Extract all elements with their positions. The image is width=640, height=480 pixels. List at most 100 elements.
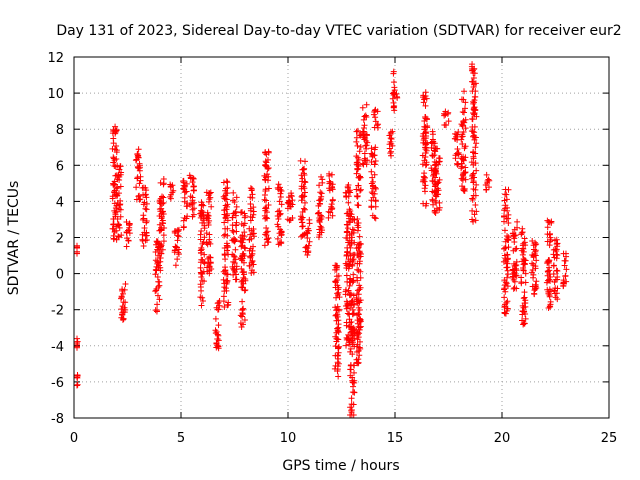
data-point: [229, 263, 236, 270]
data-point: [347, 302, 354, 309]
data-point: [240, 259, 247, 266]
data-point: [470, 192, 477, 199]
data-point: [142, 184, 149, 191]
data-point: [335, 284, 342, 291]
data-point: [500, 258, 507, 265]
data-point: [462, 125, 469, 132]
data-point: [344, 225, 351, 232]
data-point: [334, 359, 341, 366]
data-point: [504, 260, 511, 267]
data-point: [239, 306, 246, 313]
data-point: [458, 121, 465, 128]
data-point: [200, 202, 207, 209]
data-point: [306, 216, 313, 223]
data-point: [390, 70, 397, 77]
data-point: [387, 135, 394, 142]
data-point: [335, 329, 342, 336]
data-point: [368, 158, 375, 165]
data-point: [156, 221, 163, 228]
data-point: [371, 171, 378, 178]
data-point: [115, 221, 122, 228]
data-point: [332, 352, 339, 359]
data-point: [422, 146, 429, 153]
grid: [74, 57, 609, 418]
data-point: [334, 290, 341, 297]
data-point: [354, 142, 361, 149]
data-point: [123, 219, 130, 226]
data-point: [246, 262, 253, 269]
data-point: [215, 299, 222, 306]
data-point: [389, 128, 396, 135]
data-point: [354, 317, 361, 324]
data-point: [140, 191, 147, 198]
data-point: [502, 238, 509, 245]
data-point: [513, 245, 520, 252]
data-point: [355, 182, 362, 189]
data-point: [220, 268, 227, 275]
data-point: [519, 251, 526, 258]
data-point: [501, 304, 508, 311]
data-point: [232, 246, 239, 253]
data-point: [349, 297, 356, 304]
data-point: [469, 61, 476, 68]
data-points: [74, 61, 570, 418]
data-point: [511, 226, 518, 233]
data-point: [231, 259, 238, 266]
data-point: [111, 180, 118, 187]
data-point: [529, 251, 536, 258]
data-point: [429, 196, 436, 203]
data-point: [201, 251, 208, 258]
data-point: [186, 172, 193, 179]
data-point: [354, 287, 361, 294]
data-point: [436, 204, 443, 211]
data-point: [505, 215, 512, 222]
data-point: [172, 262, 179, 269]
data-point: [356, 148, 363, 155]
data-point: [472, 144, 479, 151]
data-point: [239, 284, 246, 291]
data-point: [190, 175, 197, 182]
data-point: [288, 193, 295, 200]
data-point: [520, 295, 527, 302]
data-point: [354, 216, 361, 223]
data-point: [501, 213, 508, 220]
data-point: [223, 178, 230, 185]
data-point: [208, 203, 215, 210]
data-point: [181, 189, 188, 196]
data-point: [419, 152, 426, 159]
data-point: [135, 152, 142, 159]
data-point: [278, 187, 285, 194]
data-point: [299, 209, 306, 216]
data-point: [114, 216, 121, 223]
data-point: [422, 102, 429, 109]
data-point: [241, 214, 248, 221]
data-point: [348, 401, 355, 408]
data-point: [357, 186, 364, 193]
data-point: [199, 294, 206, 301]
data-point: [349, 306, 356, 313]
data-point: [335, 355, 342, 362]
data-point: [459, 133, 466, 140]
data-point: [554, 296, 561, 303]
data-point: [74, 343, 80, 350]
data-point: [422, 133, 429, 140]
data-point: [386, 132, 393, 139]
data-point: [519, 317, 526, 324]
data-point: [139, 236, 146, 243]
data-point: [471, 65, 478, 72]
data-point: [422, 89, 429, 96]
data-point: [230, 197, 237, 204]
data-point: [483, 171, 490, 178]
data-point: [239, 239, 246, 246]
data-point: [423, 200, 430, 207]
data-point: [361, 122, 368, 129]
data-point: [430, 172, 437, 179]
data-point: [561, 262, 568, 269]
data-point: [501, 207, 508, 214]
data-point: [503, 280, 510, 287]
data-point: [444, 110, 451, 117]
data-point: [350, 229, 357, 236]
data-point: [298, 185, 305, 192]
data-point: [469, 116, 476, 123]
data-point: [118, 294, 125, 301]
